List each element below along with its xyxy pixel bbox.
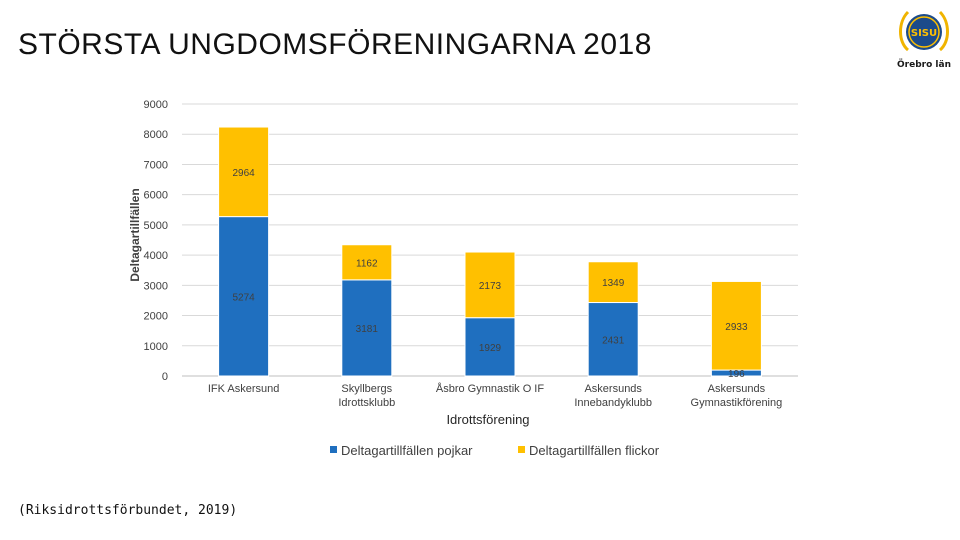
sisu-laurel-badge-icon: SISU — [899, 10, 949, 52]
y-tick-label: 9000 — [144, 99, 168, 111]
legend-label-pojkar: Deltagartillfällen pojkar — [341, 443, 473, 458]
x-tick-label: Askersunds Gymnastikförening — [691, 383, 783, 409]
bar-flickor — [710, 280, 762, 371]
y-tick-label: 0 — [162, 371, 168, 383]
y-tick-label: 4000 — [144, 250, 168, 262]
legend-label-flickor: Deltagartillfällen flickor — [529, 443, 660, 458]
x-tick-label: Skyllbergs Idrottsklubb — [338, 383, 395, 409]
data-label: 1349 — [602, 278, 625, 289]
bar-flickor — [341, 244, 393, 281]
y-tick-label: 5000 — [144, 220, 168, 232]
bar-pojkar — [464, 317, 516, 377]
y-axis-title: Deltagartillfällen — [128, 188, 142, 281]
y-tick-label: 1000 — [144, 341, 168, 353]
x-axis-ticks: IFK Askersund Skyllbergs Idrottsklubb Åsbro… — [208, 382, 782, 409]
data-label: 1929 — [479, 343, 502, 354]
bar-flickor — [464, 251, 516, 319]
x-tick-label: Askersunds Innebandyklubb — [574, 383, 652, 409]
data-labels: 5274 2964 3181 1162 1929 2173 2431 1349 196 2933 — [232, 168, 747, 380]
y-tick-label: 7000 — [144, 159, 168, 171]
legend-swatch-flickor — [518, 446, 525, 453]
data-label: 2933 — [725, 322, 748, 333]
bar-pojkar — [587, 302, 639, 377]
stacked-bar-chart: 0 1000 2000 3000 4000 5000 6000 7000 8000 9000 52… — [128, 99, 798, 458]
x-axis-title: Idrottsförening — [446, 412, 529, 427]
data-label: 2964 — [232, 168, 255, 179]
y-tick-label: 3000 — [144, 280, 168, 292]
bar-pojkar — [341, 279, 393, 377]
sisu-logo: SISU Örebro län — [896, 6, 952, 74]
bar-pojkar — [218, 216, 270, 377]
data-label: 2431 — [602, 335, 625, 346]
logo-region-text: Örebro län — [897, 60, 951, 70]
source-note: (Riksidrottsförbundet, 2019) — [18, 503, 238, 518]
data-label: 5274 — [232, 292, 255, 303]
y-tick-label: 8000 — [144, 129, 168, 141]
y-tick-label: 2000 — [144, 311, 168, 323]
slide-title: STÖRSTA UNGDOMSFÖRENINGARNA 2018 — [18, 28, 652, 61]
x-tick-label: IFK Askersund — [208, 383, 280, 395]
legend-swatch-pojkar — [330, 446, 337, 453]
logo-badge-text: SISU — [911, 28, 937, 39]
bars — [218, 126, 762, 377]
bar-flickor — [218, 126, 270, 218]
data-label: 2173 — [479, 281, 502, 292]
bar-flickor — [587, 261, 639, 304]
y-axis-ticks: 0 1000 2000 3000 4000 5000 6000 7000 8000 9000 — [144, 99, 168, 383]
x-tick-label: Åsbro Gymnastik O IF — [436, 382, 544, 395]
data-label: 196 — [728, 369, 745, 380]
legend: Deltagartillfällen pojkar Deltagartillfäl… — [330, 443, 660, 458]
data-label: 3181 — [356, 324, 379, 335]
y-tick-label: 6000 — [144, 190, 168, 202]
data-label: 1162 — [356, 258, 378, 269]
